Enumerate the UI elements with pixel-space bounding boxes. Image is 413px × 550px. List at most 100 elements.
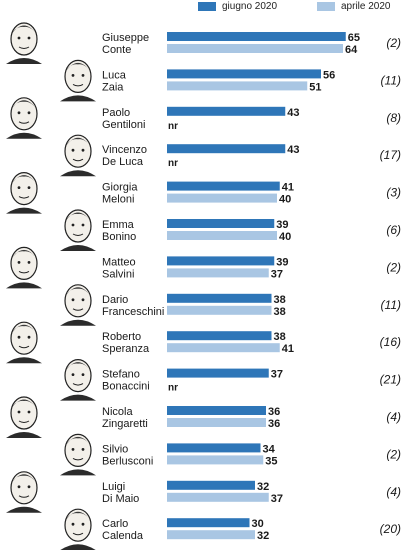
bar-giugno: [167, 144, 286, 154]
rank-note: (11): [381, 73, 401, 87]
value-label-giugno: 37: [271, 369, 283, 381]
value-label-giugno: 38: [274, 331, 286, 343]
politician-first-name: Silvio: [102, 443, 128, 455]
value-label-aprile: 37: [271, 268, 283, 280]
bar-aprile: [167, 193, 277, 203]
politician-first-name: Giorgia: [102, 182, 138, 194]
portrait-bonino: [60, 209, 96, 251]
rank-note: (20): [380, 522, 401, 536]
bar-giugno: [167, 32, 346, 41]
value-label-aprile: 38: [274, 306, 286, 318]
value-label-giugno: 32: [257, 481, 269, 493]
bar-giugno: [167, 480, 255, 490]
value-label-giugno: 56: [323, 69, 335, 81]
value-label-giugno: 30: [252, 518, 264, 530]
bar-giugno: [167, 181, 280, 191]
rank-note: (2): [386, 260, 401, 274]
politician-first-name: Emma: [102, 219, 135, 231]
legend-swatch-aprile: [317, 1, 335, 11]
value-label-giugno: 39: [276, 256, 288, 268]
politician-last-name: Di Maio: [102, 493, 139, 505]
value-label-aprile: 41: [282, 343, 294, 355]
politician-last-name: Salvini: [102, 268, 134, 280]
bar-aprile: [167, 455, 264, 465]
politician-first-name: Matteo: [102, 256, 136, 268]
portrait-zaia: [60, 59, 96, 102]
portrait-gentiloni: [6, 97, 42, 139]
politician-last-name: Speranza: [102, 343, 150, 355]
politician-first-name: Roberto: [102, 331, 141, 343]
politician-first-name: Luigi: [102, 481, 125, 493]
missing-value-label: nr: [168, 121, 178, 132]
bar-aprile: [167, 44, 343, 53]
value-label-giugno: 43: [287, 144, 299, 156]
politician-last-name: Gentiloni: [102, 119, 145, 131]
value-label-aprile: 37: [271, 493, 283, 505]
bar-giugno: [167, 106, 286, 116]
bar-aprile: [167, 492, 269, 502]
politician-first-name: Luca: [102, 69, 127, 81]
portrait-de-luca: [60, 134, 96, 177]
politician-last-name: De Luca: [102, 156, 144, 168]
bar-giugno: [167, 406, 266, 415]
portrait-speranza: [6, 321, 42, 364]
rank-note: (2): [386, 447, 401, 461]
rank-note: (3): [386, 186, 401, 200]
bar-aprile: [167, 305, 272, 315]
value-label-aprile: 35: [265, 455, 277, 467]
politician-last-name: Calenda: [102, 530, 144, 542]
bar-aprile: [167, 268, 269, 278]
portrait-conte: [6, 22, 42, 64]
value-label-giugno: 39: [276, 219, 288, 231]
bar-aprile: [167, 231, 277, 240]
politician-first-name: Paolo: [102, 107, 130, 119]
value-label-aprile: 36: [268, 418, 280, 430]
value-label-giugno: 38: [274, 294, 286, 306]
rank-note: (16): [380, 335, 401, 349]
politician-last-name: Zaia: [102, 81, 124, 93]
legend-aprile: aprile 2020: [317, 0, 390, 12]
value-label-aprile: 40: [279, 194, 291, 206]
value-label-aprile: 64: [345, 44, 358, 56]
politician-first-name: Nicola: [102, 406, 133, 418]
legend-swatch-giugno: [198, 1, 216, 11]
portrait-berlusconi: [60, 433, 96, 476]
bar-giugno: [167, 368, 269, 378]
politician-first-name: Stefano: [102, 369, 140, 381]
bar-aprile: [167, 418, 266, 427]
legend-giugno: giugno 2020: [198, 0, 277, 12]
rank-note: (4): [386, 485, 401, 499]
value-label-aprile: 40: [279, 231, 291, 243]
rank-note: (8): [386, 111, 401, 125]
portrait-calenda: [60, 508, 96, 550]
bar-giugno: [167, 443, 261, 453]
value-label-aprile: 51: [309, 81, 321, 93]
missing-value-label: nr: [168, 383, 178, 394]
bar-aprile: [167, 530, 255, 540]
rank-note: (11): [381, 298, 401, 312]
rank-note: (21): [380, 373, 401, 387]
bar-giugno: [167, 518, 250, 528]
value-label-giugno: 36: [268, 406, 280, 418]
value-label-giugno: 43: [287, 107, 299, 119]
rank-note: (4): [386, 410, 401, 424]
politician-first-name: Dario: [102, 294, 128, 306]
portrait-salvini: [6, 246, 42, 289]
politician-last-name: Bonino: [102, 231, 136, 243]
portrait-meloni: [6, 172, 42, 214]
bar-giugno: [167, 256, 275, 266]
portrait-franceschini: [60, 284, 96, 326]
portrait-bonaccini: [60, 359, 96, 401]
politician-last-name: Meloni: [102, 194, 134, 206]
legend-label-giugno: giugno 2020: [222, 0, 278, 12]
bar-giugno: [167, 293, 272, 303]
portrait-zingaretti: [6, 396, 42, 438]
politician-first-name: Giuseppe: [102, 32, 149, 44]
value-label-giugno: 41: [282, 182, 294, 194]
bar-giugno: [167, 331, 272, 341]
bar-giugno: [167, 219, 275, 228]
rank-note: (17): [380, 148, 401, 162]
missing-value-label: nr: [168, 158, 178, 169]
politician-last-name: Conte: [102, 44, 131, 56]
